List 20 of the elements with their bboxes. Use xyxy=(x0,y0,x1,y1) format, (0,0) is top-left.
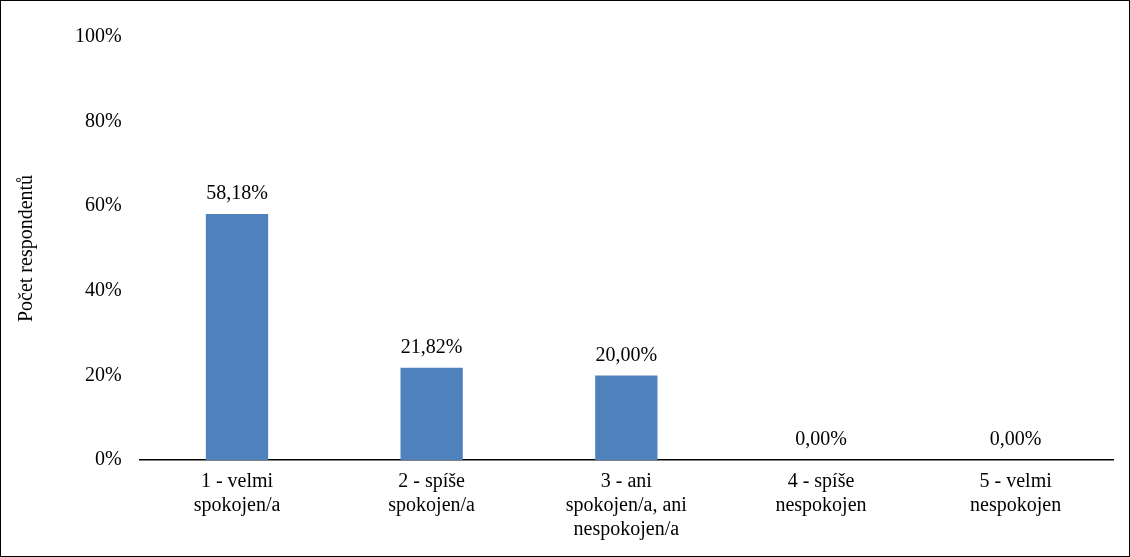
y-tick-label: 100% xyxy=(74,24,122,47)
data-label: 20,00% xyxy=(595,342,658,365)
y-tick-label: 0% xyxy=(94,447,122,470)
bar xyxy=(595,375,658,460)
x-tick-label: 2 - spíše spokojen/a xyxy=(388,469,476,517)
y-tick-label: 80% xyxy=(84,108,122,131)
bar xyxy=(205,213,269,460)
y-tick-label: 40% xyxy=(84,278,122,301)
y-axis-title: Počet respondentů xyxy=(14,174,38,323)
x-tick-label: 3 - ani spokojen/a, ani nespokojen/a xyxy=(565,469,688,541)
x-tick-label: 4 - spíše nespokojen xyxy=(775,469,867,517)
data-label: 21,82% xyxy=(400,334,463,357)
data-label: 58,18% xyxy=(206,181,268,204)
y-tick-label: 60% xyxy=(84,193,122,216)
data-label: 0,00% xyxy=(795,427,847,450)
x-tick-label: 1 - velmi spokojen/a xyxy=(193,469,281,517)
x-tick-label: 5 - velmi nespokojen xyxy=(970,469,1062,517)
data-label: 0,00% xyxy=(989,427,1042,450)
bar xyxy=(400,367,463,460)
y-tick-label: 20% xyxy=(84,362,122,385)
